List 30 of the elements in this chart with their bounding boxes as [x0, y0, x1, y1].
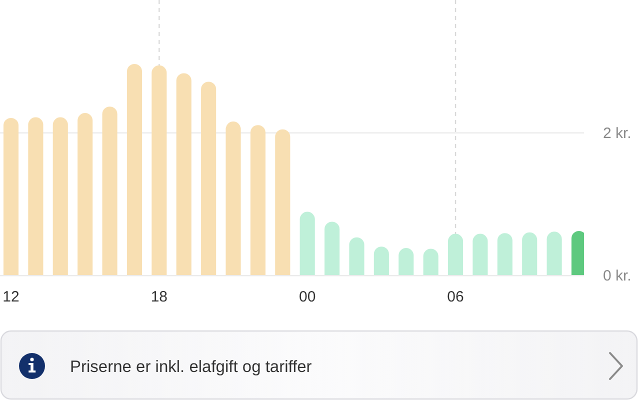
x-tick-label: 12: [2, 288, 20, 306]
bar: [152, 65, 167, 275]
bar: [3, 118, 19, 275]
bar: [52, 117, 68, 275]
bar: [472, 234, 488, 275]
bar: [374, 246, 389, 275]
bar: [546, 232, 562, 275]
text: Priserne er inkl. elafgift og tariffer: [70, 358, 312, 376]
bar: [28, 117, 44, 275]
x-tick-label: 00: [299, 288, 316, 306]
bar: [349, 237, 364, 275]
bar: [497, 233, 512, 275]
bar: [201, 82, 216, 275]
bar: [324, 222, 340, 275]
bar: [176, 73, 192, 275]
bar: [423, 248, 438, 275]
x-tick-label: 18: [150, 288, 168, 306]
bar: [275, 129, 290, 275]
bar: [226, 122, 241, 275]
bar: [300, 212, 315, 275]
bar: [522, 232, 538, 275]
bar: [250, 125, 266, 275]
bar: [78, 113, 93, 275]
x-tick-label: 06: [447, 288, 464, 306]
bar: [398, 248, 414, 275]
y-tick-label: 2 kr.: [603, 125, 632, 142]
bar: [448, 234, 464, 275]
bar: [126, 64, 142, 275]
y-tick-label: 0 kr.: [603, 267, 632, 284]
bar: [102, 106, 118, 275]
